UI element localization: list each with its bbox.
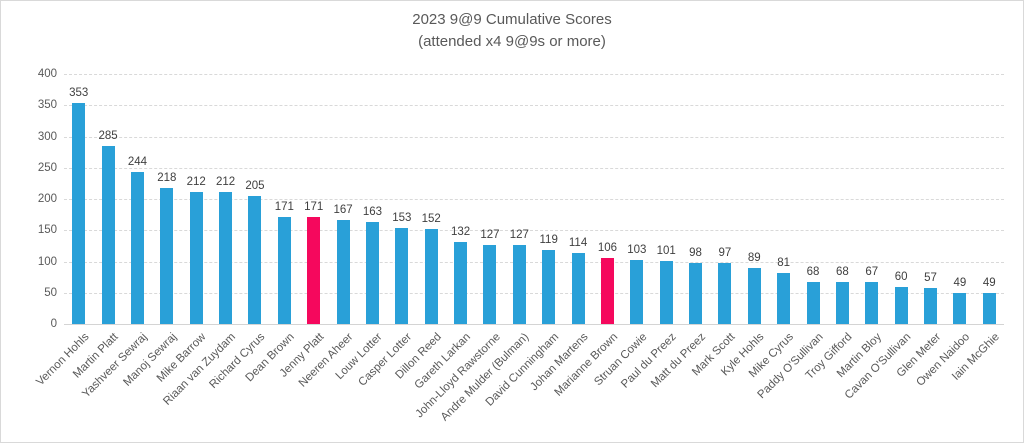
y-axis-tick-label: 400 — [37, 68, 57, 80]
gridline — [64, 261, 1004, 263]
bar-value-label: 152 — [421, 213, 441, 225]
bar — [982, 293, 996, 324]
bar-value-label: 167 — [333, 203, 353, 216]
y-axis-tick-label: 250 — [37, 161, 57, 174]
y-axis-tick-label: 50 — [44, 286, 57, 299]
bar-value-label: 132 — [450, 225, 471, 238]
bar-value-label: 153 — [392, 212, 412, 225]
gridline — [64, 105, 1004, 107]
bar-highlighted — [307, 217, 321, 324]
bar-value-label: 285 — [98, 129, 118, 142]
bar-value-label: 218 — [157, 171, 177, 184]
bar — [777, 273, 791, 324]
bar — [894, 286, 908, 324]
y-axis-tick-label: 0 — [50, 318, 57, 330]
bar — [72, 103, 86, 324]
bar-value-label: 68 — [836, 265, 849, 278]
bar — [336, 219, 350, 324]
bar-value-label: 127 — [509, 228, 529, 241]
bar — [277, 217, 291, 324]
bar-value-label: 103 — [627, 243, 647, 256]
bar — [483, 244, 497, 324]
bar — [659, 260, 673, 324]
bar — [424, 229, 438, 324]
bar — [189, 191, 203, 324]
gridline — [64, 167, 1004, 169]
bar — [542, 249, 556, 324]
gridline — [64, 292, 1004, 294]
gridline — [64, 136, 1004, 138]
bar-value-label: 60 — [894, 270, 908, 283]
bar — [454, 241, 468, 324]
y-axis-tick-label: 200 — [37, 193, 57, 205]
chart-title-line1: 2023 9@9 Cumulative Scores — [412, 11, 612, 28]
chart-title: 2023 9@9 Cumulative Scores (attended x4 … — [1, 9, 1023, 53]
plot-area: 0 50 100 150 200 250 300 350 400 353 Vernon Hohls 2… — [34, 68, 1004, 424]
bar-value-label: 353 — [69, 87, 89, 100]
bar — [924, 288, 938, 324]
bar-value-label: 171 — [274, 201, 294, 214]
y-axis-tick-label: 300 — [37, 130, 57, 143]
bar-value-label: 81 — [777, 257, 791, 270]
bar — [130, 171, 144, 324]
bar — [395, 228, 409, 324]
bar-value-label: 114 — [568, 236, 588, 249]
bar — [718, 263, 732, 324]
bar — [689, 262, 703, 324]
bar-value-label: 212 — [215, 175, 236, 188]
bar-value-label: 205 — [245, 179, 265, 192]
bar — [630, 259, 644, 324]
bar-value-label: 68 — [806, 265, 820, 278]
bar — [512, 244, 526, 324]
bar-value-label: 57 — [924, 272, 937, 285]
bar — [865, 282, 879, 324]
gridline — [64, 74, 1004, 75]
bar-value-label: 101 — [656, 244, 676, 257]
y-axis-tick-label: 350 — [37, 99, 57, 112]
bar — [806, 281, 820, 324]
bar-value-label: 163 — [362, 206, 383, 219]
bar — [101, 145, 115, 324]
bar-value-label: 67 — [865, 266, 879, 279]
bar-value-label: 171 — [304, 201, 324, 214]
chart-title-line2: (attended x4 9@9s or more) — [418, 33, 606, 50]
bar — [248, 195, 262, 324]
bar-value-label: 119 — [539, 233, 558, 246]
bar — [747, 268, 761, 324]
bar — [571, 252, 585, 324]
bar-value-label: 98 — [689, 246, 702, 259]
bar — [219, 191, 233, 324]
bar-value-label: 49 — [982, 277, 996, 290]
bar-value-label: 212 — [186, 175, 206, 188]
gridline — [64, 230, 1004, 232]
gridline — [64, 199, 1004, 200]
bar — [835, 281, 849, 324]
bar — [160, 187, 174, 324]
bar-value-label: 244 — [127, 155, 148, 168]
bar-value-label: 97 — [718, 247, 732, 260]
bar — [365, 222, 379, 324]
bar-highlighted — [600, 257, 614, 324]
y-axis-tick-label: 150 — [37, 224, 57, 237]
y-axis-tick-label: 100 — [37, 255, 57, 268]
bar-value-label: 49 — [953, 277, 967, 290]
bar — [953, 293, 967, 324]
gridline — [64, 324, 1004, 325]
bar-value-label: 106 — [597, 241, 618, 254]
bar-value-label: 127 — [480, 228, 500, 241]
bar-value-label: 89 — [747, 252, 761, 265]
